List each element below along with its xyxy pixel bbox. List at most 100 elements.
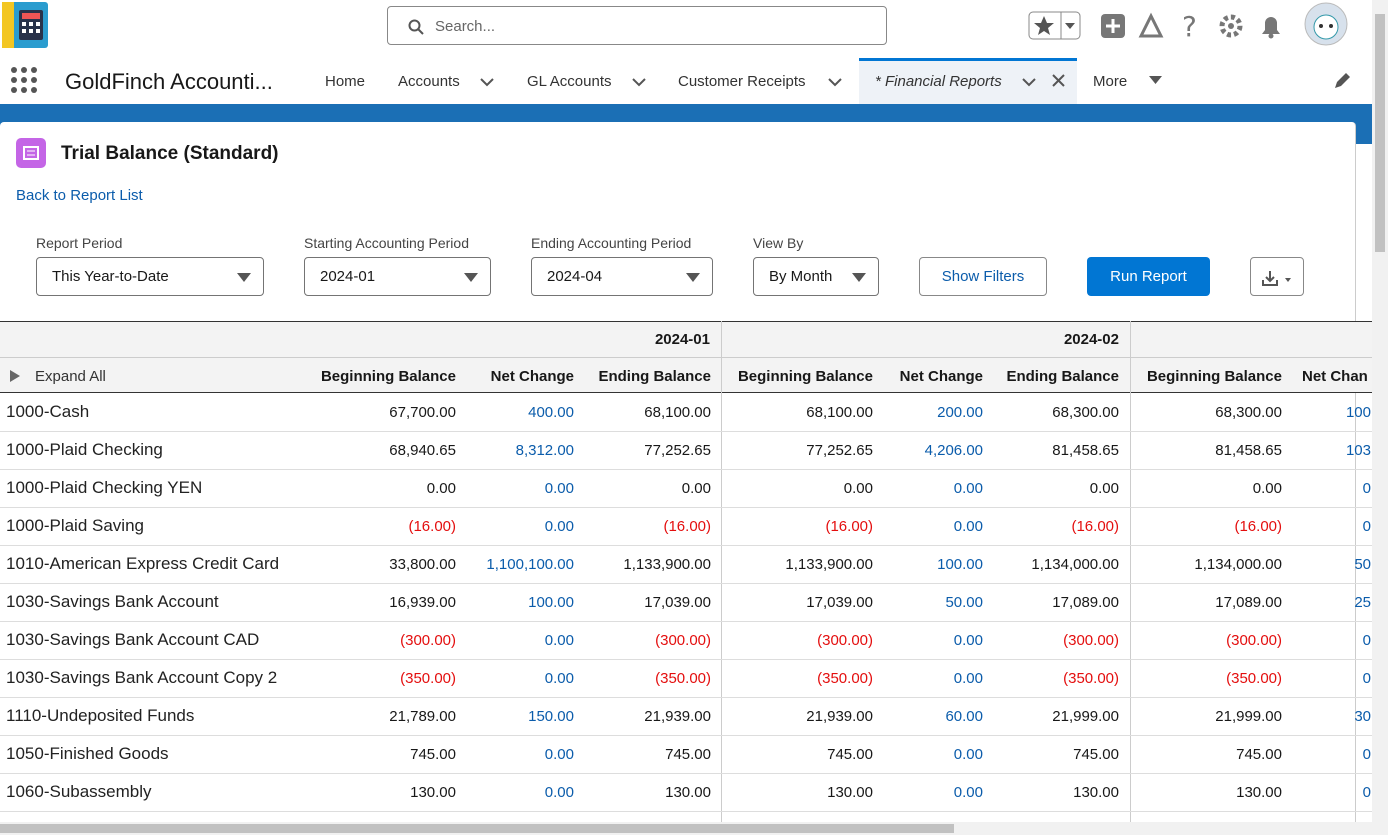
cell: 0.00 — [953, 746, 983, 763]
cell: 17,039.00 — [806, 594, 873, 611]
nav-chevrons[interactable] — [0, 72, 1388, 92]
cell: 1,134,000.00 — [1194, 556, 1282, 573]
cell: 60.00 — [945, 708, 983, 725]
cell: 0.00 — [544, 632, 574, 649]
filter-select[interactable]: This Year-to-Date — [36, 257, 264, 296]
cell: 100 — [1345, 404, 1371, 421]
cell: 17,089.00 — [1215, 594, 1282, 611]
cell: 103 — [1345, 442, 1371, 459]
cell: 16,939.00 — [389, 594, 456, 611]
back-link[interactable]: Back to Report List — [16, 187, 143, 204]
row-line — [0, 583, 1372, 584]
column-header: Beginning Balance — [737, 368, 873, 385]
filter-select[interactable]: By Month — [753, 257, 879, 296]
search-box[interactable]: Search... — [387, 6, 887, 45]
nav-tab[interactable]: Home — [325, 73, 366, 90]
cell: 68,100.00 — [644, 404, 711, 421]
cell: 68,300.00 — [1052, 404, 1119, 421]
cell: 130.00 — [1236, 784, 1282, 801]
cell: 745.00 — [827, 746, 873, 763]
nav-tab[interactable]: Accounts — [398, 73, 460, 90]
cell: 100.00 — [937, 556, 983, 573]
trial-balance-table: 2024-01 2024-02 Expand All Beginning Balanc… — [0, 321, 1372, 822]
download-button[interactable] — [1250, 257, 1304, 296]
cell: 25 — [1354, 594, 1371, 611]
cell: 0.00 — [1089, 480, 1119, 497]
vertical-scrollbar[interactable] — [1372, 0, 1388, 822]
cell: (300.00) — [817, 632, 873, 649]
horizontal-scrollbar[interactable] — [0, 822, 1388, 835]
filter-select[interactable]: 2024-04 — [531, 257, 713, 296]
column-header: Ending Balance — [598, 368, 711, 385]
column-header: Net Chan — [1302, 368, 1368, 385]
cell: (16.00) — [825, 518, 873, 535]
help-icon[interactable]: ? — [1182, 10, 1197, 43]
account-name: 1030-Savings Bank Account — [6, 592, 219, 611]
account-name: 1010-American Express Credit Card — [6, 554, 280, 573]
cell: 200.00 — [937, 404, 983, 421]
account-name: 1050-Finished Goods — [6, 744, 169, 763]
cell: (16.00) — [663, 518, 711, 535]
column-header: Net Change — [490, 368, 574, 385]
cell: 745.00 — [1073, 746, 1119, 763]
cell: (300.00) — [1063, 632, 1119, 649]
cell: 130.00 — [1073, 784, 1119, 801]
filter-label: Report Period — [36, 235, 123, 251]
cell: 745.00 — [665, 746, 711, 763]
row-line — [0, 773, 1372, 774]
nav-tab[interactable]: * Financial Reports — [875, 73, 1002, 90]
cell: 100.00 — [528, 594, 574, 611]
run-report-button[interactable]: Run Report — [1087, 257, 1210, 296]
row-line — [0, 659, 1372, 660]
active-tab[interactable] — [859, 58, 1077, 104]
cell: (350.00) — [1226, 670, 1282, 687]
cell: 0.00 — [544, 784, 574, 801]
cell: 0.00 — [843, 480, 873, 497]
column-header: Net Change — [899, 368, 983, 385]
row-line — [0, 735, 1372, 736]
cell: 130.00 — [827, 784, 873, 801]
show-filters-button[interactable]: Show Filters — [919, 257, 1047, 296]
row-line — [0, 469, 1372, 470]
header-icons[interactable]: ? — [1028, 0, 1388, 50]
cell: 745.00 — [1236, 746, 1282, 763]
column-header: Beginning Balance — [1146, 368, 1282, 385]
cell: 0.00 — [1252, 480, 1282, 497]
app-logo[interactable] — [2, 2, 48, 48]
cell: 21,939.00 — [644, 708, 711, 725]
cell: 0.00 — [953, 670, 983, 687]
account-name: 1000-Plaid Checking — [6, 440, 163, 459]
report-title: Trial Balance (Standard) — [61, 143, 279, 164]
nav-tab[interactable]: More — [1093, 73, 1128, 90]
cell: 0.00 — [544, 480, 574, 497]
row-line — [0, 431, 1372, 432]
app-launcher[interactable] — [10, 66, 40, 96]
cell: (350.00) — [400, 670, 456, 687]
cell: 1,100,100.00 — [486, 556, 574, 573]
filter-value: This Year-to-Date — [52, 268, 169, 285]
cell: 81,458.65 — [1215, 442, 1282, 459]
cell: (300.00) — [1226, 632, 1282, 649]
column-divider — [1130, 321, 1131, 822]
cell: 1,133,900.00 — [785, 556, 873, 573]
nav-tab[interactable]: Customer Receipts — [678, 73, 806, 90]
cell: (350.00) — [1063, 670, 1119, 687]
cell: 21,999.00 — [1052, 708, 1119, 725]
cell: 0 — [1362, 784, 1371, 801]
nav-tab[interactable]: GL Accounts — [527, 73, 612, 90]
cell: 0 — [1362, 480, 1371, 497]
cell: 0.00 — [953, 518, 983, 535]
cell: 21,999.00 — [1215, 708, 1282, 725]
cell: 150.00 — [528, 708, 574, 725]
cell: 400.00 — [528, 404, 574, 421]
filter-select[interactable]: 2024-01 — [304, 257, 491, 296]
cell: 0.00 — [681, 480, 711, 497]
app-name: GoldFinch Accounti... — [65, 69, 273, 94]
cell: 68,300.00 — [1215, 404, 1282, 421]
cell: 77,252.65 — [644, 442, 711, 459]
cell: 68,940.65 — [389, 442, 456, 459]
cell: 0 — [1362, 632, 1371, 649]
row-line — [0, 697, 1372, 698]
cell: 67,700.00 — [389, 404, 456, 421]
